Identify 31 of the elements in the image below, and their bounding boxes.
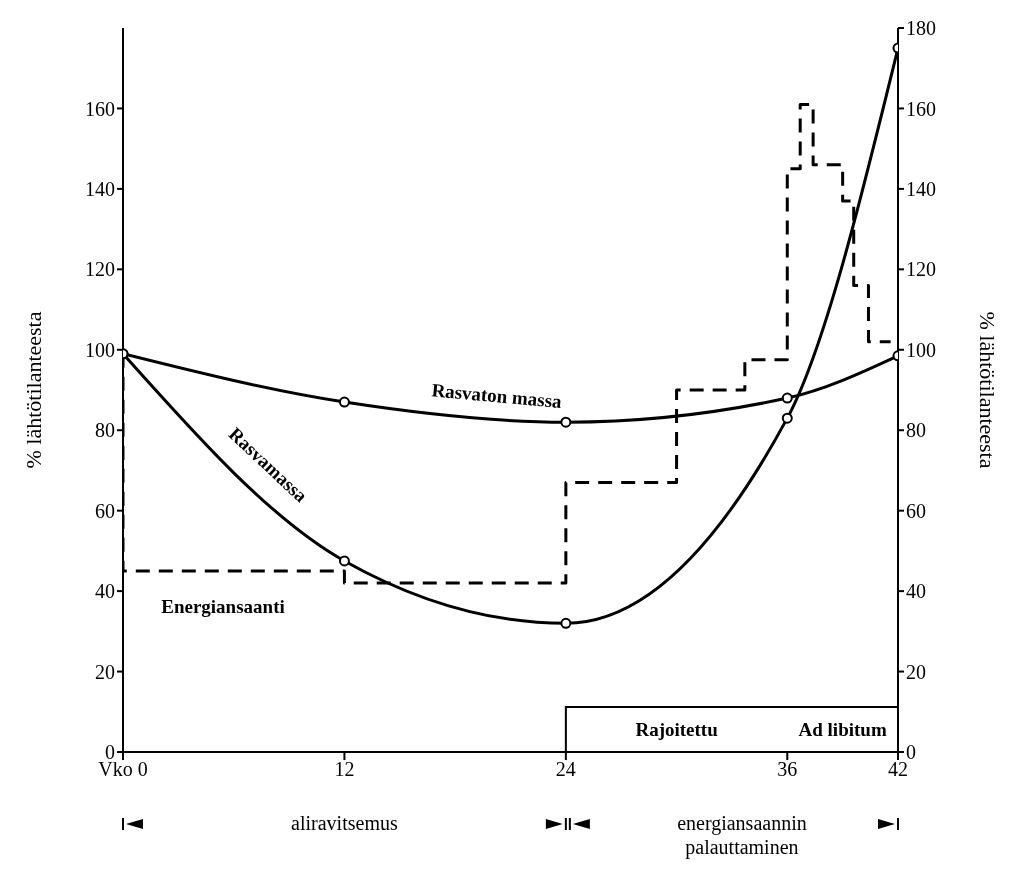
x-tick-label: Vko 0: [98, 758, 148, 781]
text: Rasvaton massa: [430, 379, 563, 413]
y2-tick-label: 0: [906, 741, 916, 764]
x-tick-label: 36: [777, 758, 798, 781]
y2-axis-title: % lähtötilanteesta: [975, 311, 1001, 469]
y-tick-label: 100: [85, 338, 115, 361]
y-tick-label: 120: [85, 258, 115, 281]
y-tick-label: 60: [95, 499, 115, 522]
text: energiansaannin palauttaminen: [677, 812, 807, 859]
y-tick-label: 160: [85, 97, 115, 120]
y2-tick-label: 120: [906, 258, 936, 281]
y-axis-title: % lähtötilanteesta: [20, 311, 46, 469]
y-tick-label: 140: [85, 177, 115, 200]
text: aliravitsemus: [291, 812, 398, 834]
y-tick-label: 40: [95, 580, 115, 603]
y-tick-label: 80: [95, 419, 115, 442]
y2-tick-label: 100: [906, 338, 936, 361]
x-tick-label: 42: [888, 758, 908, 781]
y2-tick-label: 160: [906, 97, 936, 120]
y-tick-label: 20: [95, 660, 115, 683]
y2-tick-label: 80: [906, 419, 926, 442]
y2-tick-label: 140: [906, 177, 936, 200]
y2-tick-label: 60: [906, 499, 926, 522]
annotation: Ad libitum: [798, 719, 887, 740]
y2-tick-label: 180: [906, 17, 936, 40]
y2-tick-label: 40: [906, 580, 926, 603]
y2-tick-label: 20: [906, 660, 926, 683]
series-label: Energiansaanti: [161, 596, 285, 618]
annotation: Rajoitettu: [635, 719, 719, 740]
x-tick-label: 24: [555, 758, 576, 781]
x-tick-label: 12: [334, 758, 355, 781]
